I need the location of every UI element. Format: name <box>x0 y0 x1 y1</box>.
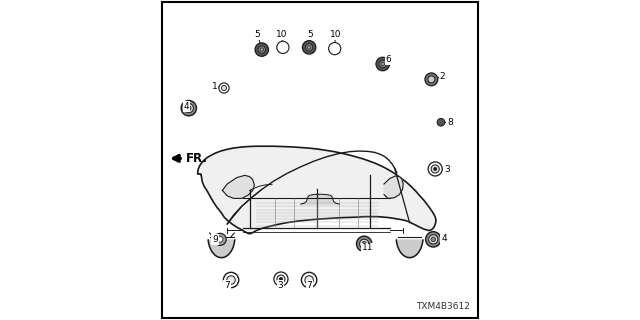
Polygon shape <box>208 240 235 258</box>
Circle shape <box>431 237 436 242</box>
Text: 11: 11 <box>362 244 373 252</box>
Circle shape <box>184 104 193 113</box>
Text: 8: 8 <box>447 118 452 127</box>
Circle shape <box>431 165 439 173</box>
Text: 7: 7 <box>307 281 312 290</box>
Circle shape <box>280 277 282 281</box>
Circle shape <box>274 272 288 286</box>
Circle shape <box>381 62 385 66</box>
Circle shape <box>227 276 236 284</box>
Circle shape <box>218 236 223 242</box>
Text: 5: 5 <box>307 30 312 39</box>
Circle shape <box>307 46 311 49</box>
Text: 2: 2 <box>440 72 445 81</box>
Polygon shape <box>223 175 254 198</box>
Circle shape <box>260 48 264 51</box>
Circle shape <box>219 83 229 93</box>
Circle shape <box>434 167 436 171</box>
Circle shape <box>181 100 196 116</box>
Polygon shape <box>396 240 423 258</box>
Text: 4: 4 <box>442 234 447 243</box>
Circle shape <box>360 239 369 248</box>
Circle shape <box>376 57 389 71</box>
Circle shape <box>329 43 341 55</box>
Text: FR.: FR. <box>186 152 207 165</box>
Circle shape <box>302 41 316 54</box>
Circle shape <box>428 76 435 83</box>
Text: 10: 10 <box>276 30 287 39</box>
Circle shape <box>277 275 285 283</box>
Circle shape <box>426 232 441 247</box>
Circle shape <box>356 236 372 252</box>
Circle shape <box>221 85 227 91</box>
Circle shape <box>223 272 239 288</box>
Circle shape <box>277 41 289 53</box>
Text: TXM4B3612: TXM4B3612 <box>416 302 470 311</box>
Text: 7: 7 <box>225 281 230 290</box>
Text: 4: 4 <box>184 102 189 111</box>
Circle shape <box>214 233 227 245</box>
Circle shape <box>301 272 317 288</box>
Polygon shape <box>198 146 436 234</box>
Text: 5: 5 <box>255 30 260 39</box>
Circle shape <box>425 73 438 86</box>
Text: 1: 1 <box>212 82 217 91</box>
Text: 10: 10 <box>330 30 341 39</box>
Text: 6: 6 <box>386 55 391 64</box>
Circle shape <box>437 118 445 126</box>
Polygon shape <box>301 194 339 204</box>
Text: 3: 3 <box>278 281 283 290</box>
Circle shape <box>258 46 266 53</box>
Polygon shape <box>384 176 403 198</box>
Circle shape <box>379 60 387 68</box>
Text: 9: 9 <box>212 235 218 244</box>
Circle shape <box>429 235 438 244</box>
Circle shape <box>305 276 314 284</box>
Circle shape <box>362 242 367 246</box>
Text: 3: 3 <box>444 165 449 174</box>
Circle shape <box>255 43 269 56</box>
Circle shape <box>428 162 442 176</box>
Circle shape <box>305 44 313 51</box>
Circle shape <box>186 106 191 110</box>
